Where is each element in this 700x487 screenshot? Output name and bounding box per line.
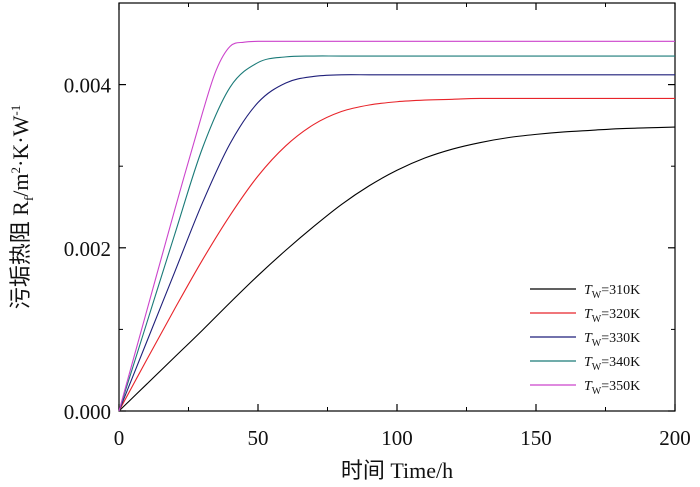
y-tick-label: 0.000 <box>64 400 111 424</box>
series-line-2 <box>118 97 675 412</box>
y-axis-label-main: 污垢热阻 R <box>8 201 33 310</box>
x-tick-label: 100 <box>381 426 413 450</box>
legend: TW=310K TW=320K TW=330K TW=340K TW=350K <box>530 283 640 397</box>
legend-label-3: TW=330K <box>584 331 640 349</box>
plot-frame <box>118 2 676 412</box>
y-tick-label: 0.004 <box>64 74 112 98</box>
y-axis-label-sub: f <box>21 196 36 201</box>
y-axis-label: 污垢热阻 Rf/m2·K·W-1 <box>8 105 36 309</box>
y-axis-label-sup-neg1: -1 <box>8 105 23 116</box>
series-line-1 <box>118 126 676 412</box>
x-tick-label: 150 <box>520 426 552 450</box>
x-tick-label: 0 <box>114 426 125 450</box>
y-axis-label-sup2: 2 <box>8 167 23 174</box>
x-tick-label: 200 <box>659 426 691 450</box>
legend-label-2: TW=320K <box>584 307 640 325</box>
series-line-4 <box>118 55 675 412</box>
series-lines <box>118 40 676 412</box>
x-tick-label: 50 <box>248 426 269 450</box>
legend-label-5: TW=350K <box>584 379 640 397</box>
legend-label-1: TW=310K <box>584 283 640 301</box>
axis-ticks: 0 50 100 150 200 0.000 0.002 0.004 <box>64 3 691 450</box>
x-axis-label: 时间 Time/h <box>341 458 453 483</box>
series-line-3 <box>118 74 675 412</box>
legend-label-4: TW=340K <box>584 355 640 373</box>
series-line-5 <box>118 40 675 412</box>
y-axis-label-unit: /m <box>8 173 33 196</box>
y-tick-label: 0.002 <box>64 237 111 261</box>
y-axis-label-unit-rest: ·K·W <box>8 115 33 167</box>
